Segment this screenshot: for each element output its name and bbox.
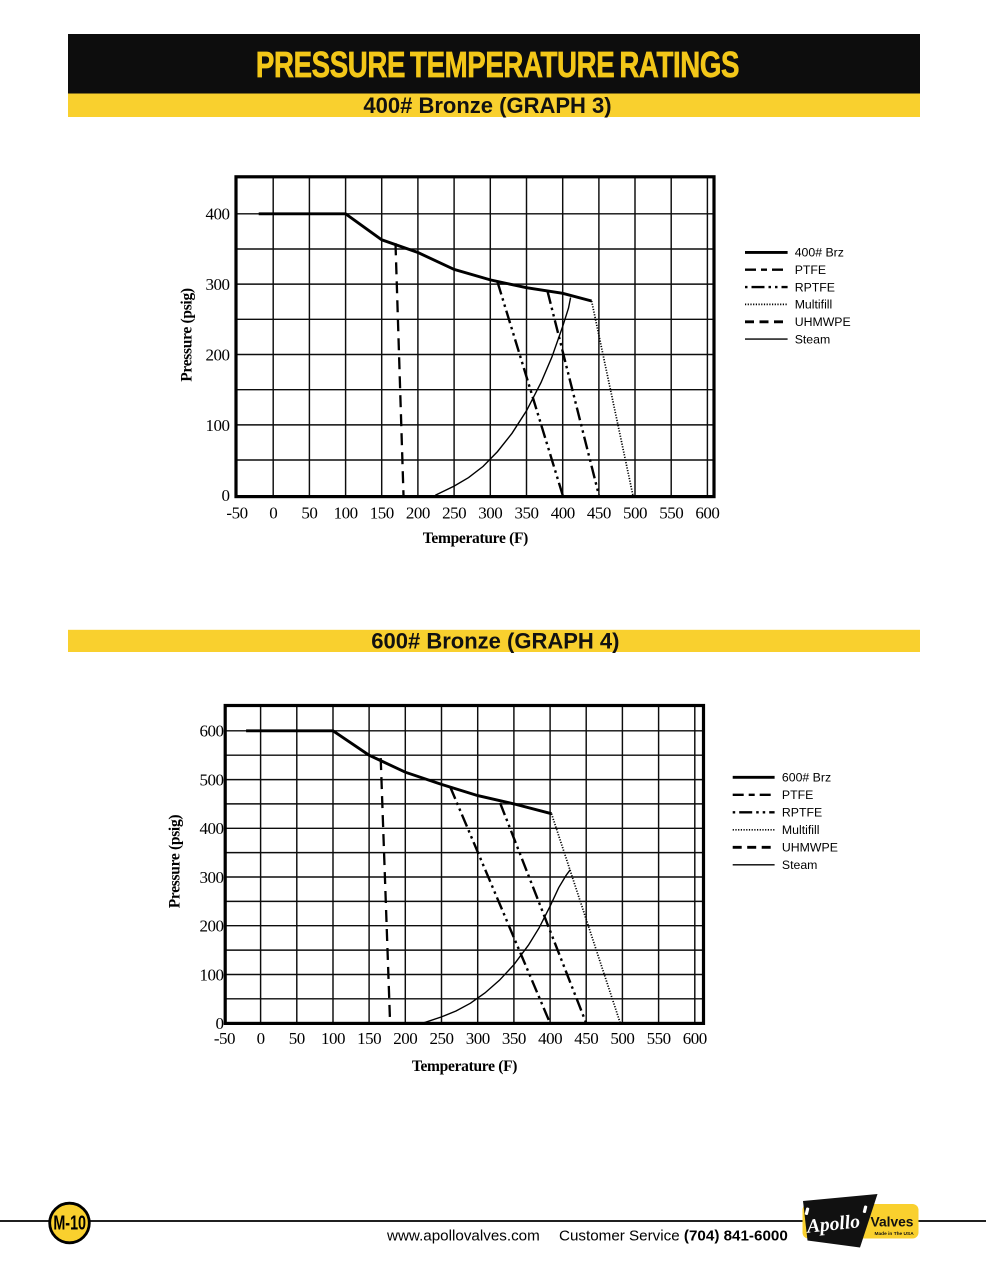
svg-text:500: 500: [610, 1029, 634, 1048]
svg-text:400: 400: [551, 504, 575, 523]
svg-text:600: 600: [200, 722, 224, 741]
svg-text:M-10: M-10: [53, 1211, 86, 1234]
svg-text:0: 0: [269, 504, 277, 523]
svg-text:Valves: Valves: [871, 1215, 914, 1230]
svg-text:300: 300: [206, 275, 230, 294]
svg-text:Multifill: Multifill: [782, 823, 820, 837]
svg-text:UHMWPE: UHMWPE: [795, 315, 851, 329]
svg-text:350: 350: [502, 1029, 526, 1048]
svg-text:600: 600: [695, 504, 719, 523]
svg-text:100: 100: [321, 1029, 345, 1048]
svg-text:300: 300: [200, 868, 224, 887]
svg-text:200: 200: [200, 917, 224, 936]
svg-text:550: 550: [647, 1029, 671, 1048]
svg-text:Pressure (psig): Pressure (psig): [167, 815, 184, 909]
svg-text:PTFE: PTFE: [782, 788, 813, 802]
svg-text:300: 300: [466, 1029, 490, 1048]
svg-text:400# Brz: 400# Brz: [795, 246, 844, 260]
svg-text:150: 150: [370, 504, 394, 523]
svg-text:-50: -50: [226, 504, 247, 523]
svg-text:Temperature (F): Temperature (F): [423, 530, 528, 547]
svg-text:400: 400: [200, 819, 224, 838]
svg-text:Steam: Steam: [795, 332, 831, 346]
svg-text:400: 400: [538, 1029, 562, 1048]
svg-text:250: 250: [430, 1029, 454, 1048]
svg-text:250: 250: [442, 504, 466, 523]
svg-text:200: 200: [406, 504, 430, 523]
svg-text:450: 450: [574, 1029, 598, 1048]
svg-text:600# Bronze (GRAPH 4): 600# Bronze (GRAPH 4): [371, 628, 619, 653]
svg-text:Temperature (F): Temperature (F): [412, 1058, 517, 1075]
svg-text:Pressure (psig): Pressure (psig): [179, 288, 196, 382]
svg-text:Made in The USA: Made in The USA: [875, 1231, 915, 1237]
svg-text:600: 600: [683, 1029, 707, 1048]
svg-text:450: 450: [587, 504, 611, 523]
svg-text:www.apollovalves.com: www.apollovalves.com: [386, 1228, 540, 1245]
svg-text:PRESSURE TEMPERATURE RATINGS: PRESSURE TEMPERATURE RATINGS: [256, 45, 739, 85]
svg-text:350: 350: [515, 504, 539, 523]
svg-text:RPTFE: RPTFE: [782, 806, 822, 820]
svg-text:500: 500: [200, 771, 224, 790]
svg-text:Steam: Steam: [782, 858, 818, 872]
svg-text:UHMWPE: UHMWPE: [782, 841, 838, 855]
svg-text:0: 0: [222, 486, 230, 505]
svg-text:0: 0: [257, 1029, 265, 1048]
svg-text:600# Brz: 600# Brz: [782, 771, 831, 785]
svg-text:300: 300: [478, 504, 502, 523]
svg-text:100: 100: [334, 504, 358, 523]
svg-text:0: 0: [216, 1014, 224, 1033]
svg-text:Customer Service (704) 841-600: Customer Service (704) 841-6000: [559, 1228, 788, 1245]
svg-text:-50: -50: [214, 1029, 235, 1048]
svg-text:PTFE: PTFE: [795, 263, 826, 277]
svg-text:100: 100: [206, 416, 230, 435]
svg-text:RPTFE: RPTFE: [795, 280, 835, 294]
svg-text:550: 550: [659, 504, 683, 523]
svg-text:100: 100: [200, 965, 224, 984]
svg-text:150: 150: [357, 1029, 381, 1048]
svg-text:200: 200: [393, 1029, 417, 1048]
svg-text:50: 50: [301, 504, 317, 523]
svg-text:400: 400: [206, 205, 230, 224]
svg-text:50: 50: [289, 1029, 305, 1048]
svg-text:400# Bronze (GRAPH 3): 400# Bronze (GRAPH 3): [363, 93, 611, 118]
svg-text:200: 200: [206, 345, 230, 364]
svg-text:Multifill: Multifill: [795, 298, 833, 312]
svg-text:500: 500: [623, 504, 647, 523]
